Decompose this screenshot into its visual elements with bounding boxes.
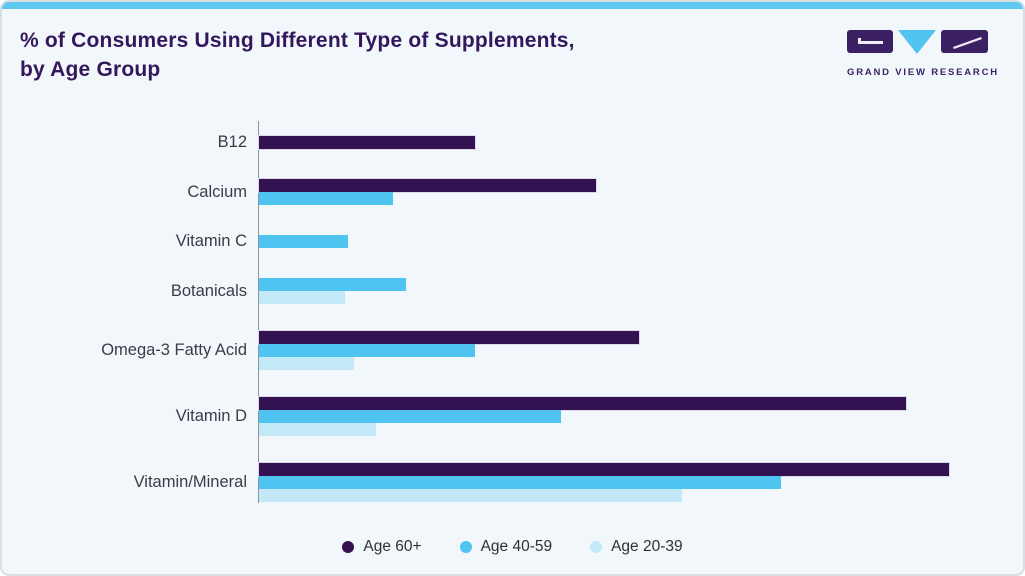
bar-age-40-59 (259, 278, 406, 291)
category-row: Botanicals (2, 278, 1023, 304)
category-label: Vitamin C (175, 232, 247, 250)
top-accent-bar (2, 2, 1023, 9)
category-label: B12 (217, 133, 247, 151)
bar-age-20-39 (259, 357, 354, 370)
bar-group (259, 397, 1023, 436)
logo-letter-r (941, 30, 988, 53)
bar-age-40-59 (259, 192, 393, 205)
bar-age-40-59 (259, 410, 562, 423)
bar-age-20-39 (259, 489, 682, 502)
legend-label: Age 20-39 (611, 538, 683, 555)
bar-chart: B12 Calcium Vitamin C Botanicals Omega-3 Fat… (2, 133, 1023, 529)
legend-dot (590, 541, 603, 553)
bar-age-40-59 (259, 476, 782, 489)
legend-item: Age 40-59 (459, 538, 553, 556)
legend-dot (342, 541, 355, 553)
bar-age-60- (259, 179, 596, 192)
logo-text: GRAND VIEW RESEARCH (847, 67, 999, 78)
bar-age-20-39 (259, 291, 346, 304)
chart-legend: Age 60+ Age 40-59 Age 20-39 (2, 538, 1023, 556)
bar-age-60- (259, 463, 950, 476)
category-row: Calcium (2, 179, 1023, 205)
category-label: Botanicals (170, 281, 247, 300)
bar-group (259, 179, 1023, 205)
chart-title-line2: by Age Group (20, 57, 161, 81)
category-row: Vitamin C (2, 232, 1023, 251)
category-label: Omega-3 Fatty Acid (101, 341, 247, 359)
bar-age-60- (259, 397, 907, 410)
bar-age-40-59 (259, 235, 348, 248)
chart-title-line1: % of Consumers Using Different Type of S… (20, 29, 575, 52)
logo-letter-r-mark (953, 37, 982, 49)
bar-group (259, 235, 1023, 248)
category-row: Vitamin D (2, 397, 1023, 436)
legend-item: Age 20-39 (590, 538, 683, 556)
bar-group (259, 278, 1023, 304)
category-label: Vitamin/Mineral (133, 473, 247, 491)
bar-age-20-39 (259, 423, 376, 436)
legend-label: Age 40-59 (480, 538, 553, 555)
gvr-logo: GRAND VIEW RESEARCH (847, 30, 999, 78)
category-row: B12 (2, 133, 1023, 152)
category-row: Vitamin/Mineral (2, 463, 1023, 502)
bar-group (259, 463, 1023, 502)
legend-item: Age 60+ (342, 538, 422, 556)
bar-age-60- (259, 136, 475, 149)
category-row: Omega-3 Fatty Acid (2, 331, 1023, 370)
bar-group (259, 331, 1023, 370)
bar-group (259, 136, 1023, 149)
chart-title: % of Consumers Using Different Type of S… (20, 27, 575, 85)
legend-dot (459, 541, 472, 553)
y-axis-line (258, 121, 259, 503)
logo-letter-g-mark (858, 38, 883, 44)
category-label: Calcium (187, 182, 247, 201)
bar-age-40-59 (259, 344, 475, 357)
category-label: Vitamin D (175, 407, 247, 425)
bar-age-60- (259, 331, 639, 344)
gvr-logo-mark (847, 30, 988, 54)
legend-label: Age 60+ (363, 538, 422, 555)
logo-letter-v (898, 30, 936, 54)
